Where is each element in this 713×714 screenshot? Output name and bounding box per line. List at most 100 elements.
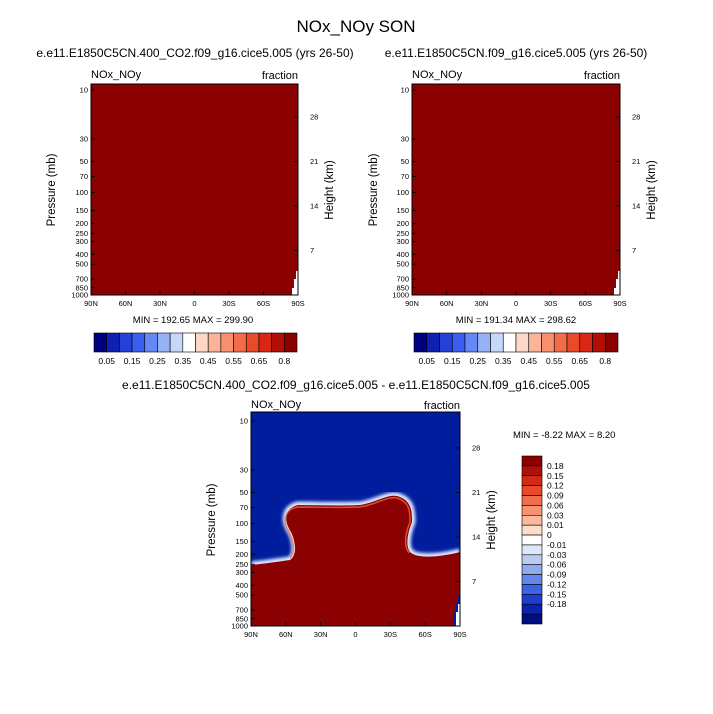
y-tick-label: 1000 [392,291,409,300]
colorbar-box [182,332,196,353]
y-tick-label: 400 [396,250,409,259]
panel-2-corner-left: NOx_NOy [412,69,463,81]
panel-3-edge-accent [284,497,411,559]
colorbar-label: -0.03 [547,550,567,560]
panel-3-bottom-notch [458,604,460,612]
panel-3-ylabel: Pressure (mb) [206,483,218,556]
y-tick-label: 30 [240,466,248,475]
colorbar-box [521,455,543,467]
panel-1-y2label: Height (km) [324,160,336,220]
y-tick-label: 500 [75,260,88,269]
y-tick-label: 100 [396,188,409,197]
y2-tick-label: 28 [632,113,640,122]
colorbar-box [258,332,272,353]
colorbar-label: 0.25 [469,356,486,366]
y-tick-label: 700 [235,606,248,615]
colorbar-label: -0.12 [547,579,567,589]
panel-1-stats: MIN = 192.65 MAX = 299.90 [133,315,253,326]
colorbar-box [426,332,440,353]
panel-1-title: e.e11.E1850C5CN.400_CO2.f09_g16.cice5.00… [36,46,353,60]
y-tick-label: 850 [396,283,409,292]
colorbar-box [207,332,222,353]
y2-tick-label: 7 [632,246,636,255]
colorbar-label: 0.25 [149,356,166,366]
colorbar-box [502,332,517,353]
y2-tick-label: 21 [472,488,480,497]
y-tick-label: 150 [75,206,88,215]
colorbar-box [521,574,543,585]
colorbar-box [119,332,133,353]
colorbar-box [477,332,491,353]
colorbar-label: 0.65 [251,356,268,366]
x-tick-label: 0 [192,299,196,308]
panel-3-bottom-notch [456,612,460,626]
y-tick-label: 70 [80,172,88,181]
colorbar-label: 0.15 [444,356,461,366]
x-tick-label: 30N [153,299,167,308]
colorbar-label: 0.45 [200,356,217,366]
colorbar-box [144,332,158,353]
y-tick-label: 250 [396,229,409,238]
y-tick-label: 10 [80,86,88,95]
colorbar-box [541,332,555,353]
y-tick-label: 200 [396,219,409,228]
colorbar-box [106,332,120,353]
colorbar-label: 0.35 [495,356,512,366]
y2-tick-label: 14 [310,202,318,211]
y-tick-label: 400 [75,250,88,259]
x-tick-label: 90N [244,630,258,639]
y-tick-label: 700 [75,275,88,284]
y2-tick-label: 14 [472,533,480,542]
x-tick-label: 0 [514,299,518,308]
colorbar-box [521,485,543,496]
colorbar-label: 0.06 [547,500,564,510]
x-tick-label: 90N [84,299,98,308]
y-tick-label: 700 [396,275,409,284]
x-tick-label: 30S [222,299,235,308]
colorbar-box [521,613,543,625]
y-tick-label: 250 [75,229,88,238]
y-tick-label: 300 [396,237,409,246]
y-tick-label: 70 [240,503,248,512]
colorbar-label: 0.65 [571,356,588,366]
y-tick-label: 50 [401,157,409,166]
colorbar-box [521,564,543,575]
x-tick-label: 30S [384,630,397,639]
x-tick-label: 30N [474,299,488,308]
colorbar-label: 0 [547,530,552,540]
panel-3-colorbar: 0.180.150.120.090.060.030.010-0.01-0.03-… [521,455,567,625]
y-tick-label: 300 [235,568,248,577]
x-tick-label: 60S [579,299,592,308]
panel-1-field [91,84,298,295]
colorbar-box [195,332,209,353]
panel-2-x-ticks: 90N 60N 30N 0 30S 60S 90S [405,291,627,308]
colorbar-label: 0.18 [547,461,564,471]
y-tick-label: 250 [235,560,248,569]
x-tick-label: 90S [453,630,466,639]
y-tick-label: 400 [235,581,248,590]
panel-3-title: e.e11.E1850C5CN.400_CO2.f09_g16.cice5.00… [122,378,590,392]
y-tick-label: 200 [75,219,88,228]
colorbar-box [131,332,146,353]
panel-1-y2-ticks: 28 21 14 7 [294,113,318,255]
colorbar-box [515,332,530,353]
colorbar-label: 0.55 [225,356,242,366]
colorbar-label: 0.35 [175,356,192,366]
colorbar-box [439,332,453,353]
x-tick-label: 60N [279,630,293,639]
x-tick-label: 90S [613,299,626,308]
colorbar-label: 0.05 [418,356,435,366]
y2-tick-label: 7 [472,577,476,586]
y-tick-label: 30 [80,135,88,144]
colorbar-label: 0.12 [547,481,564,491]
panel-2-field [412,84,620,295]
y-tick-label: 30 [401,135,409,144]
panel-1-ylabel: Pressure (mb) [46,153,58,226]
colorbar-box [521,495,543,506]
colorbar-box [521,534,543,546]
colorbar-label: -0.15 [547,589,567,599]
x-tick-label: 30N [314,630,328,639]
y2-tick-label: 28 [310,113,318,122]
